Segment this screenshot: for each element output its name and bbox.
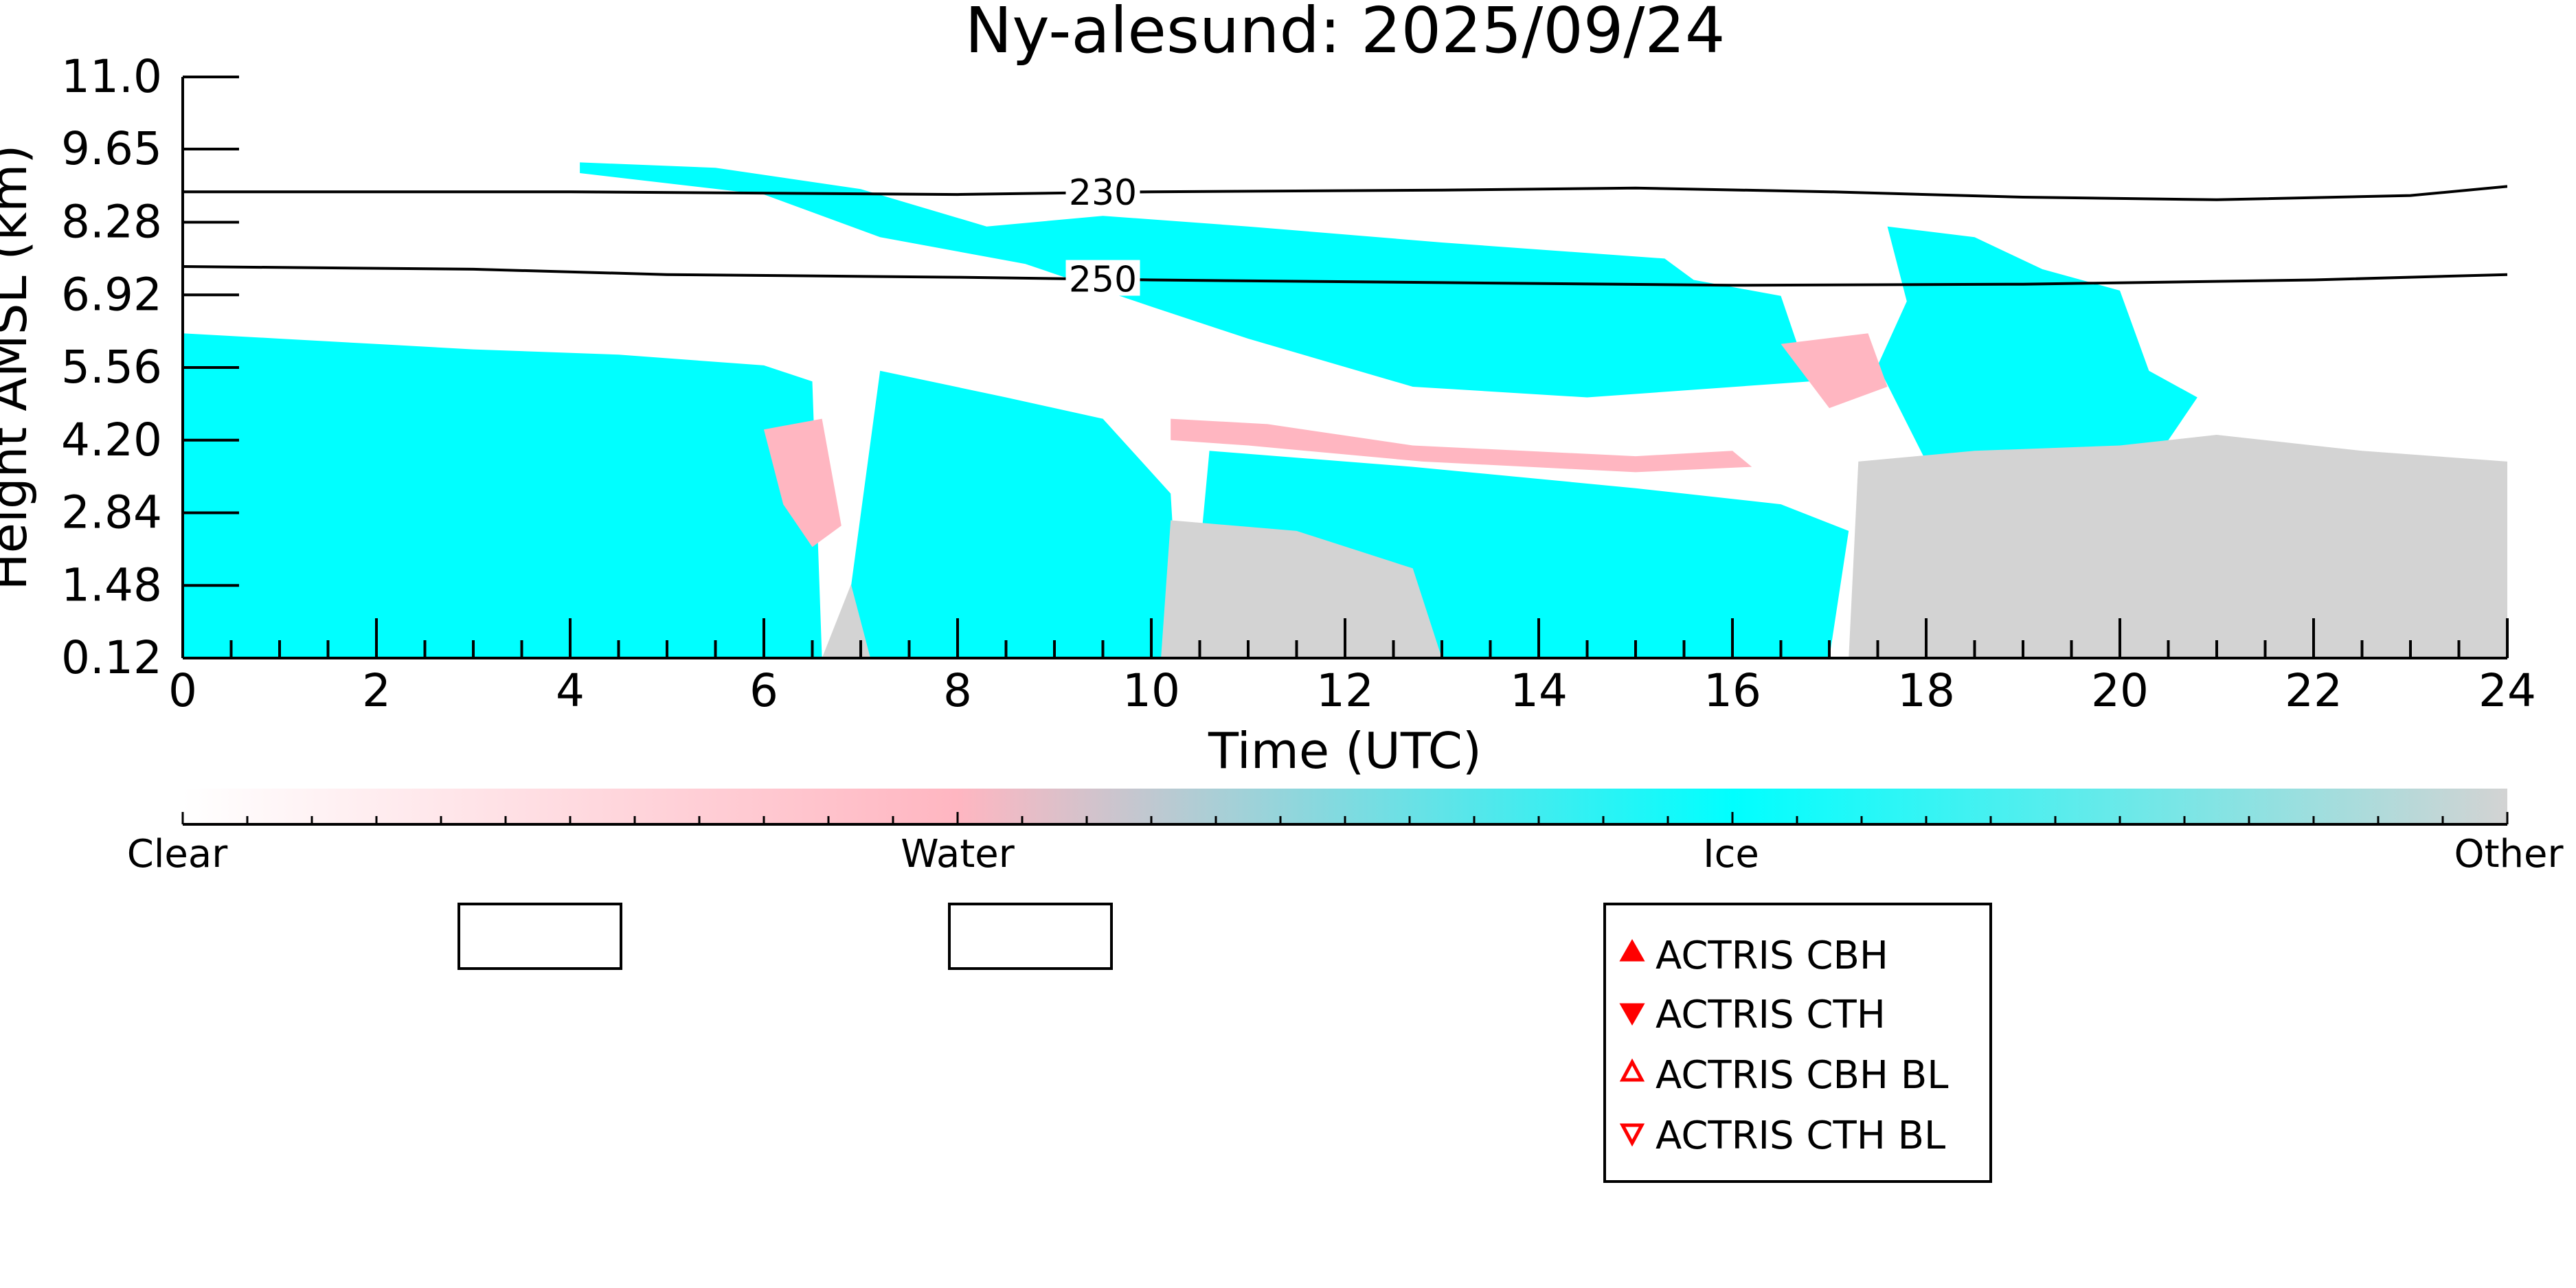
x-tick-label: 22 bbox=[2285, 664, 2342, 717]
region-other-10 bbox=[822, 584, 871, 658]
region-water-7 bbox=[1781, 333, 1888, 409]
y-tick-label: 9.65 bbox=[61, 122, 162, 175]
colorbar-label-other: Other bbox=[2454, 832, 2564, 877]
colorbar-label-clear: Clear bbox=[127, 832, 228, 877]
contour-line-250 bbox=[183, 265, 2507, 287]
region-water-5 bbox=[1171, 418, 1752, 473]
x-axis-label: Time (UTC) bbox=[1208, 722, 1482, 780]
region-water-6 bbox=[764, 418, 841, 547]
contour-label-230: 230 bbox=[1069, 172, 1137, 214]
x-tick-label: 18 bbox=[1897, 664, 1955, 717]
legend-marker-cth-bl bbox=[1619, 1123, 1645, 1147]
region-other-9 bbox=[1161, 520, 1442, 658]
legend-frame bbox=[1603, 903, 1992, 1183]
y-tick-label: 1.48 bbox=[61, 558, 162, 611]
y-axis-ticks: 0.12 1.48 2.84 4.20 5.56 6.92 8.28 9.65 11.0 bbox=[61, 50, 239, 684]
y-tick-label: 11.0 bbox=[61, 50, 162, 103]
region-ice-1 bbox=[841, 370, 1181, 658]
temperature-contours: 230 250 bbox=[183, 172, 2507, 301]
region-other-8 bbox=[1849, 435, 2507, 658]
x-tick-label: 16 bbox=[1704, 664, 1761, 717]
legend: ACTRIS CBH ACTRIS CTH ACTRIS CBH BL ACTR… bbox=[1603, 903, 1992, 1183]
colorbar: Clear Water Ice Other bbox=[127, 789, 2564, 877]
empty-legend-box-1 bbox=[457, 903, 622, 970]
y-tick-label: 6.92 bbox=[61, 268, 162, 321]
empty-legend-box-2 bbox=[948, 903, 1113, 970]
legend-label-cth: ACTRIS CTH bbox=[1656, 993, 1886, 1037]
y-tick-label: 2.84 bbox=[61, 486, 162, 539]
y-axis-label: Height AMSL (km) bbox=[0, 145, 38, 591]
x-tick-label: 20 bbox=[2091, 664, 2149, 717]
legend-label-cbh-bl: ACTRIS CBH BL bbox=[1656, 1053, 1948, 1098]
x-tick-label: 14 bbox=[1510, 664, 1568, 717]
legend-label-cth-bl: ACTRIS CTH BL bbox=[1656, 1114, 1945, 1158]
x-tick-label: 12 bbox=[1316, 664, 1374, 717]
legend-label-cbh: ACTRIS CBH bbox=[1656, 934, 1888, 978]
colorbar-label-water: Water bbox=[901, 832, 1015, 877]
colorbar-ticks bbox=[181, 812, 2509, 824]
y-tick-label: 0.12 bbox=[61, 631, 162, 684]
colorbar-label-ice: Ice bbox=[1703, 832, 1759, 877]
y-tick-label: 8.28 bbox=[61, 196, 162, 249]
y-tick-label: 4.20 bbox=[61, 414, 162, 466]
x-tick-label: 0 bbox=[168, 664, 197, 717]
region-ice-0 bbox=[183, 333, 822, 658]
legend-marker-cbh-bl bbox=[1619, 1058, 1645, 1082]
x-tick-label: 8 bbox=[943, 664, 972, 717]
x-tick-label: 24 bbox=[2478, 664, 2536, 717]
chart-title: Ny-alesund: 2025/09/24 bbox=[965, 0, 1726, 67]
x-tick-label: 4 bbox=[556, 664, 585, 717]
legend-marker-cth bbox=[1619, 1003, 1645, 1026]
classification-regions bbox=[183, 162, 2507, 658]
contour-label-bg-250 bbox=[1065, 260, 1140, 296]
contour-label-250: 250 bbox=[1069, 260, 1137, 301]
x-tick-label: 2 bbox=[362, 664, 391, 717]
y-tick-label: 5.56 bbox=[61, 341, 162, 394]
contour-line-230 bbox=[183, 185, 2507, 201]
x-tick-label: 6 bbox=[749, 664, 778, 717]
contour-label-bg-230 bbox=[1065, 173, 1140, 210]
legend-marker-cbh bbox=[1619, 938, 1645, 962]
x-tick-label: 10 bbox=[1122, 664, 1180, 717]
x-axis-ticks: 0 2 4 6 8 10 12 14 16 18 20 22 24 bbox=[168, 618, 2536, 717]
